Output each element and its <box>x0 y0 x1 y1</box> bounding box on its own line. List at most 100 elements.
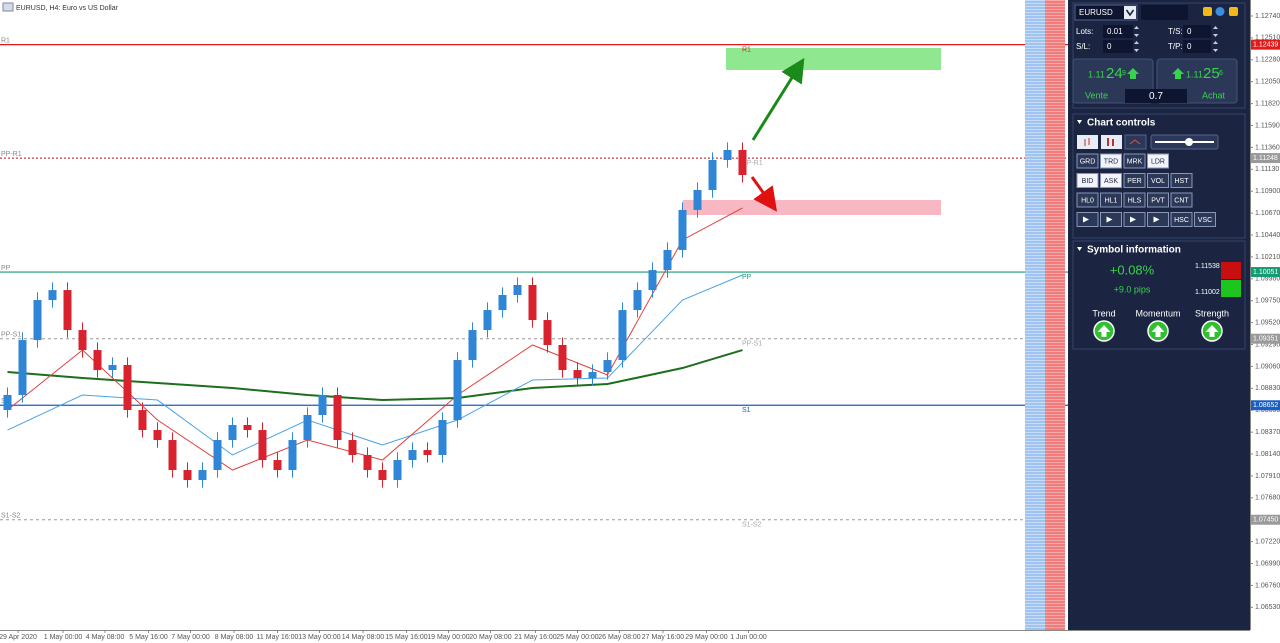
control-button-label: HST <box>1175 178 1190 185</box>
candle-body <box>708 159 717 190</box>
candle-body <box>153 430 162 441</box>
control-button[interactable] <box>1076 153 1099 169</box>
candle-body <box>453 360 462 421</box>
candle-body <box>498 295 507 311</box>
y-tick-label: 1.12510 <box>1255 35 1280 42</box>
control-button[interactable] <box>1194 212 1216 227</box>
price-tag <box>1251 514 1280 525</box>
x-tick-label: 13 May 00:00 <box>298 634 341 641</box>
candle-body <box>273 460 282 471</box>
info-box <box>1072 240 1246 350</box>
x-tick-label: 8 May 08:00 <box>215 634 254 641</box>
sell-big: 24 <box>1106 65 1123 82</box>
icon-button[interactable] <box>1203 7 1212 16</box>
sl-input[interactable] <box>1103 40 1133 53</box>
control-button-label: BID <box>1082 178 1094 185</box>
control-button[interactable] <box>1147 173 1169 188</box>
price-tag <box>1251 39 1280 50</box>
buy-label: Achat <box>1202 90 1226 100</box>
buy-arrow <box>1172 68 1184 79</box>
window-icon <box>2 2 14 12</box>
control-button-label: PVT <box>1151 197 1165 204</box>
candle-body <box>588 372 597 379</box>
y-tick-label: 1.06990 <box>1255 560 1280 567</box>
x-tick-label: 27 May 16:00 <box>642 634 685 641</box>
control-button-label: TRD <box>1104 158 1118 165</box>
icon-button[interactable] <box>1077 135 1098 149</box>
indicator-arrow <box>1205 325 1219 337</box>
symbol-input[interactable] <box>1141 5 1188 20</box>
high-indicator <box>1221 262 1241 279</box>
collapse-icon[interactable] <box>1077 120 1082 124</box>
field-value: 0 <box>1187 42 1192 51</box>
candle-body <box>93 350 102 371</box>
x-tick-label: 20 May 08:00 <box>469 634 512 641</box>
control-button[interactable] <box>1170 192 1193 208</box>
sell-pip: 9 <box>1122 70 1126 77</box>
y-tick-label: 1.12280 <box>1255 57 1280 64</box>
tp-input[interactable] <box>1183 40 1211 53</box>
moving-average <box>7 349 743 402</box>
y-tick-label: 1.10670 <box>1255 210 1280 217</box>
candle-body <box>513 285 522 296</box>
x-tick-label: 29 Apr 2020 <box>0 634 37 641</box>
icon-button[interactable] <box>1229 7 1238 16</box>
x-tick-label: 21 May 16:00 <box>514 634 557 641</box>
candle-body <box>693 189 702 210</box>
candle-body <box>543 320 552 345</box>
slider-knob[interactable] <box>1185 138 1193 146</box>
ts-input[interactable] <box>1183 25 1211 38</box>
level-name-left: PP-R1 <box>1 151 22 158</box>
control-button-label: CNT <box>1174 197 1189 204</box>
icon-glyph <box>1129 139 1141 145</box>
control-button[interactable] <box>1100 173 1122 188</box>
moving-average <box>7 274 743 456</box>
y-tick-label: 1.09980 <box>1255 276 1280 283</box>
candle-body <box>198 470 207 481</box>
control-button[interactable] <box>1076 192 1099 208</box>
control-button[interactable] <box>1147 192 1169 208</box>
symbol-select[interactable] <box>1074 4 1138 21</box>
icon-button[interactable] <box>1101 135 1122 149</box>
nav-glyph <box>1083 216 1089 223</box>
icon-button[interactable] <box>1215 7 1225 16</box>
control-button[interactable] <box>1123 173 1146 188</box>
lots-input[interactable] <box>1103 25 1133 38</box>
control-button[interactable] <box>1123 192 1146 208</box>
control-button-label: ASK <box>1104 178 1118 185</box>
button-grid: GRD TRD MRK LDR BID ASK PER VOL HST HL0 HL1 HLS PVT C… <box>1076 153 1216 227</box>
icon-glyph <box>1084 138 1090 146</box>
control-button[interactable] <box>1147 153 1169 169</box>
control-button[interactable] <box>1170 173 1193 188</box>
control-button[interactable] <box>1100 192 1122 208</box>
candle-body <box>288 440 297 471</box>
level-name-left: PP-S1 <box>1 332 21 339</box>
control-button[interactable] <box>1076 173 1099 188</box>
x-tick-label: 25 May 00:00 <box>556 634 599 641</box>
y-tick-label: 1.08600 <box>1255 407 1280 414</box>
section-title: Symbol information <box>1087 245 1181 256</box>
control-button[interactable] <box>1100 153 1122 169</box>
y-tick-label: 1.11360 <box>1255 144 1280 151</box>
candle-body <box>243 424 252 431</box>
control-button[interactable] <box>1123 153 1146 169</box>
dropdown-button[interactable] <box>1124 6 1136 19</box>
arrow-up <box>751 57 805 141</box>
buy-big: 25 <box>1203 65 1220 82</box>
field-value: 0.01 <box>1107 27 1123 36</box>
collapse-icon[interactable] <box>1077 247 1082 251</box>
control-button-label: HLS <box>1128 197 1142 204</box>
control-button[interactable] <box>1170 212 1193 227</box>
candle-body <box>348 440 357 455</box>
section-title: Chart controls <box>1087 118 1156 129</box>
x-tick-label: 1 Jun 00:00 <box>730 634 767 641</box>
y-tick-label: 1.07220 <box>1255 538 1280 545</box>
control-button-label: VSC <box>1198 217 1212 224</box>
icon-button[interactable] <box>1124 134 1147 150</box>
field-label: Lots: <box>1076 27 1093 36</box>
y-tick-label: 1.09750 <box>1255 298 1280 305</box>
sell-arrow <box>1127 68 1139 79</box>
y-tick-label: 1.12050 <box>1255 79 1280 86</box>
target-zone-up <box>726 48 941 70</box>
